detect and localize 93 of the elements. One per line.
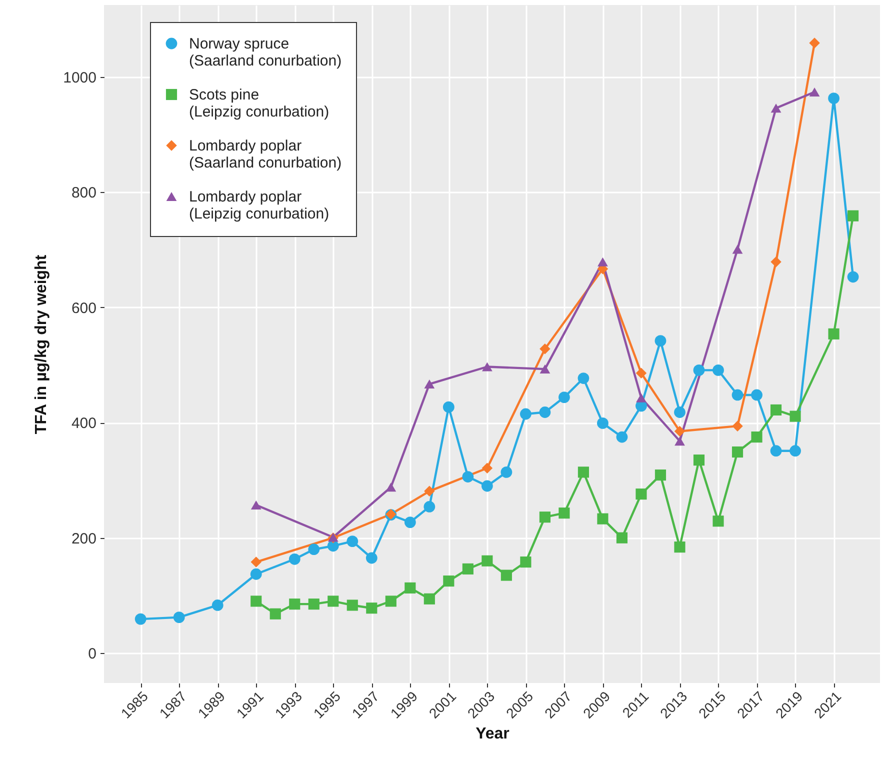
point [636,488,647,500]
y-tick-label: 400 [71,415,96,432]
point [346,600,358,611]
point [712,516,724,527]
point [346,536,358,547]
point [134,613,146,625]
point [847,271,859,283]
point [770,445,782,457]
point [732,420,743,432]
point [770,104,782,113]
point [424,380,435,389]
point [539,512,550,523]
legend-label: Scots pine (Leipzig conurbation) [189,86,330,120]
y-tick-label: 1000 [63,70,96,87]
x-axis-title: Year [476,725,510,742]
point [636,393,646,402]
point [481,480,493,492]
point [500,466,512,478]
point [770,404,782,416]
point [173,612,185,624]
point [482,462,493,474]
point [751,389,762,401]
point [500,570,512,581]
y-tick-label: 800 [71,184,96,202]
point [674,436,685,446]
point [250,596,262,607]
y-tick-label: 200 [71,530,96,548]
point [616,431,628,443]
point [250,556,262,568]
point [598,257,608,266]
point [366,602,378,614]
point [462,563,474,574]
point [385,596,396,607]
point [482,555,493,566]
point [654,335,666,347]
point [597,418,608,429]
point [732,244,743,254]
y-axis-title: TFA in µg/kg dry weight [33,254,50,434]
point [424,593,435,604]
point [809,87,820,96]
point [558,392,570,403]
legend-label: Norway spruce (Saarland conurbation) [189,36,342,70]
point [732,446,744,458]
point [250,568,262,580]
point [790,410,801,422]
y-tick-label: 600 [71,300,96,317]
point [693,364,705,376]
point [674,426,686,437]
point [520,408,532,420]
point [828,328,840,340]
point [308,544,320,556]
point [270,608,281,620]
point [366,552,378,564]
point [442,401,454,413]
point [328,596,339,607]
y-tick-label: 0 [88,646,96,663]
point [809,38,820,48]
point [674,542,686,553]
legend-label: Lombardy poplar (Leipzig conurbation) [189,188,330,222]
point [770,256,782,268]
point [751,431,762,443]
point [558,508,570,519]
point [732,389,744,401]
point [693,454,705,466]
point [848,210,859,222]
legend-label: Lombardy poplar (Saarland conurbation) [189,138,342,172]
point [578,466,589,478]
point [289,598,300,610]
point [404,582,416,594]
point [712,364,724,376]
point [482,362,492,372]
point [308,598,320,610]
point [540,344,550,354]
point [828,92,840,104]
point [424,486,435,497]
point [540,364,550,374]
point [674,406,686,418]
point [636,368,647,378]
point [386,482,396,492]
point [443,576,454,587]
point [250,500,262,510]
point [597,513,608,524]
point [790,445,801,457]
point [616,532,628,544]
point [520,556,532,568]
point [462,471,474,482]
point [404,516,416,528]
point [424,501,436,512]
point [654,470,666,481]
point [539,406,551,418]
point [578,372,590,384]
point [288,553,300,565]
point [212,600,224,611]
